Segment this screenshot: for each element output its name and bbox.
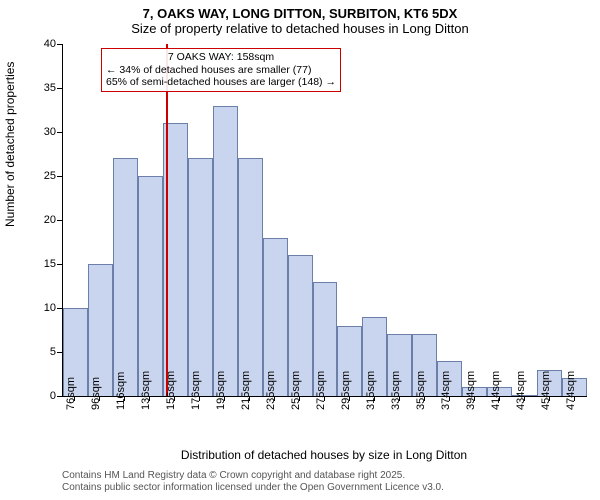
ytick-label: 30 — [44, 126, 56, 138]
annotation-line-2: ← 34% of detached houses are smaller (77… — [106, 64, 336, 77]
ytick-label: 40 — [44, 38, 56, 50]
marker-line — [166, 44, 168, 396]
title-subtitle: Size of property relative to detached ho… — [0, 21, 600, 36]
plot-area: 7 OAKS WAY: 158sqm ← 34% of detached hou… — [62, 44, 587, 397]
title-block: 7, OAKS WAY, LONG DITTON, SURBITON, KT6 … — [0, 0, 600, 36]
ytick-mark — [57, 308, 62, 309]
ytick-mark — [57, 132, 62, 133]
histogram-bar — [238, 158, 263, 396]
histogram-bar — [113, 158, 138, 396]
x-axis-label: Distribution of detached houses by size … — [62, 448, 586, 462]
ytick-mark — [57, 44, 62, 45]
ytick-mark — [57, 220, 62, 221]
histogram-bar — [213, 106, 238, 396]
footer-attribution: Contains HM Land Registry data © Crown c… — [62, 470, 444, 494]
ytick-mark — [57, 176, 62, 177]
histogram-bar — [188, 158, 213, 396]
footer-line-1: Contains HM Land Registry data © Crown c… — [62, 470, 444, 482]
ytick-label: 25 — [44, 170, 56, 182]
ytick-mark — [57, 352, 62, 353]
annotation-box: 7 OAKS WAY: 158sqm ← 34% of detached hou… — [101, 48, 341, 92]
y-axis-label: Number of detached properties — [3, 211, 17, 227]
histogram-bar — [138, 176, 163, 396]
ytick-label: 20 — [44, 214, 56, 226]
ytick-label: 0 — [50, 390, 56, 402]
ytick-label: 5 — [50, 346, 56, 358]
chart-container: 7, OAKS WAY, LONG DITTON, SURBITON, KT6 … — [0, 0, 600, 500]
title-address: 7, OAKS WAY, LONG DITTON, SURBITON, KT6 … — [0, 6, 600, 21]
ytick-mark — [57, 88, 62, 89]
footer-line-2: Contains public sector information licen… — [62, 482, 444, 494]
ytick-label: 10 — [44, 302, 56, 314]
annotation-line-3: 65% of semi-detached houses are larger (… — [106, 76, 336, 89]
ytick-mark — [57, 264, 62, 265]
ytick-label: 35 — [44, 82, 56, 94]
ytick-label: 15 — [44, 258, 56, 270]
ytick-mark — [57, 396, 62, 397]
annotation-line-1: 7 OAKS WAY: 158sqm — [106, 51, 336, 64]
